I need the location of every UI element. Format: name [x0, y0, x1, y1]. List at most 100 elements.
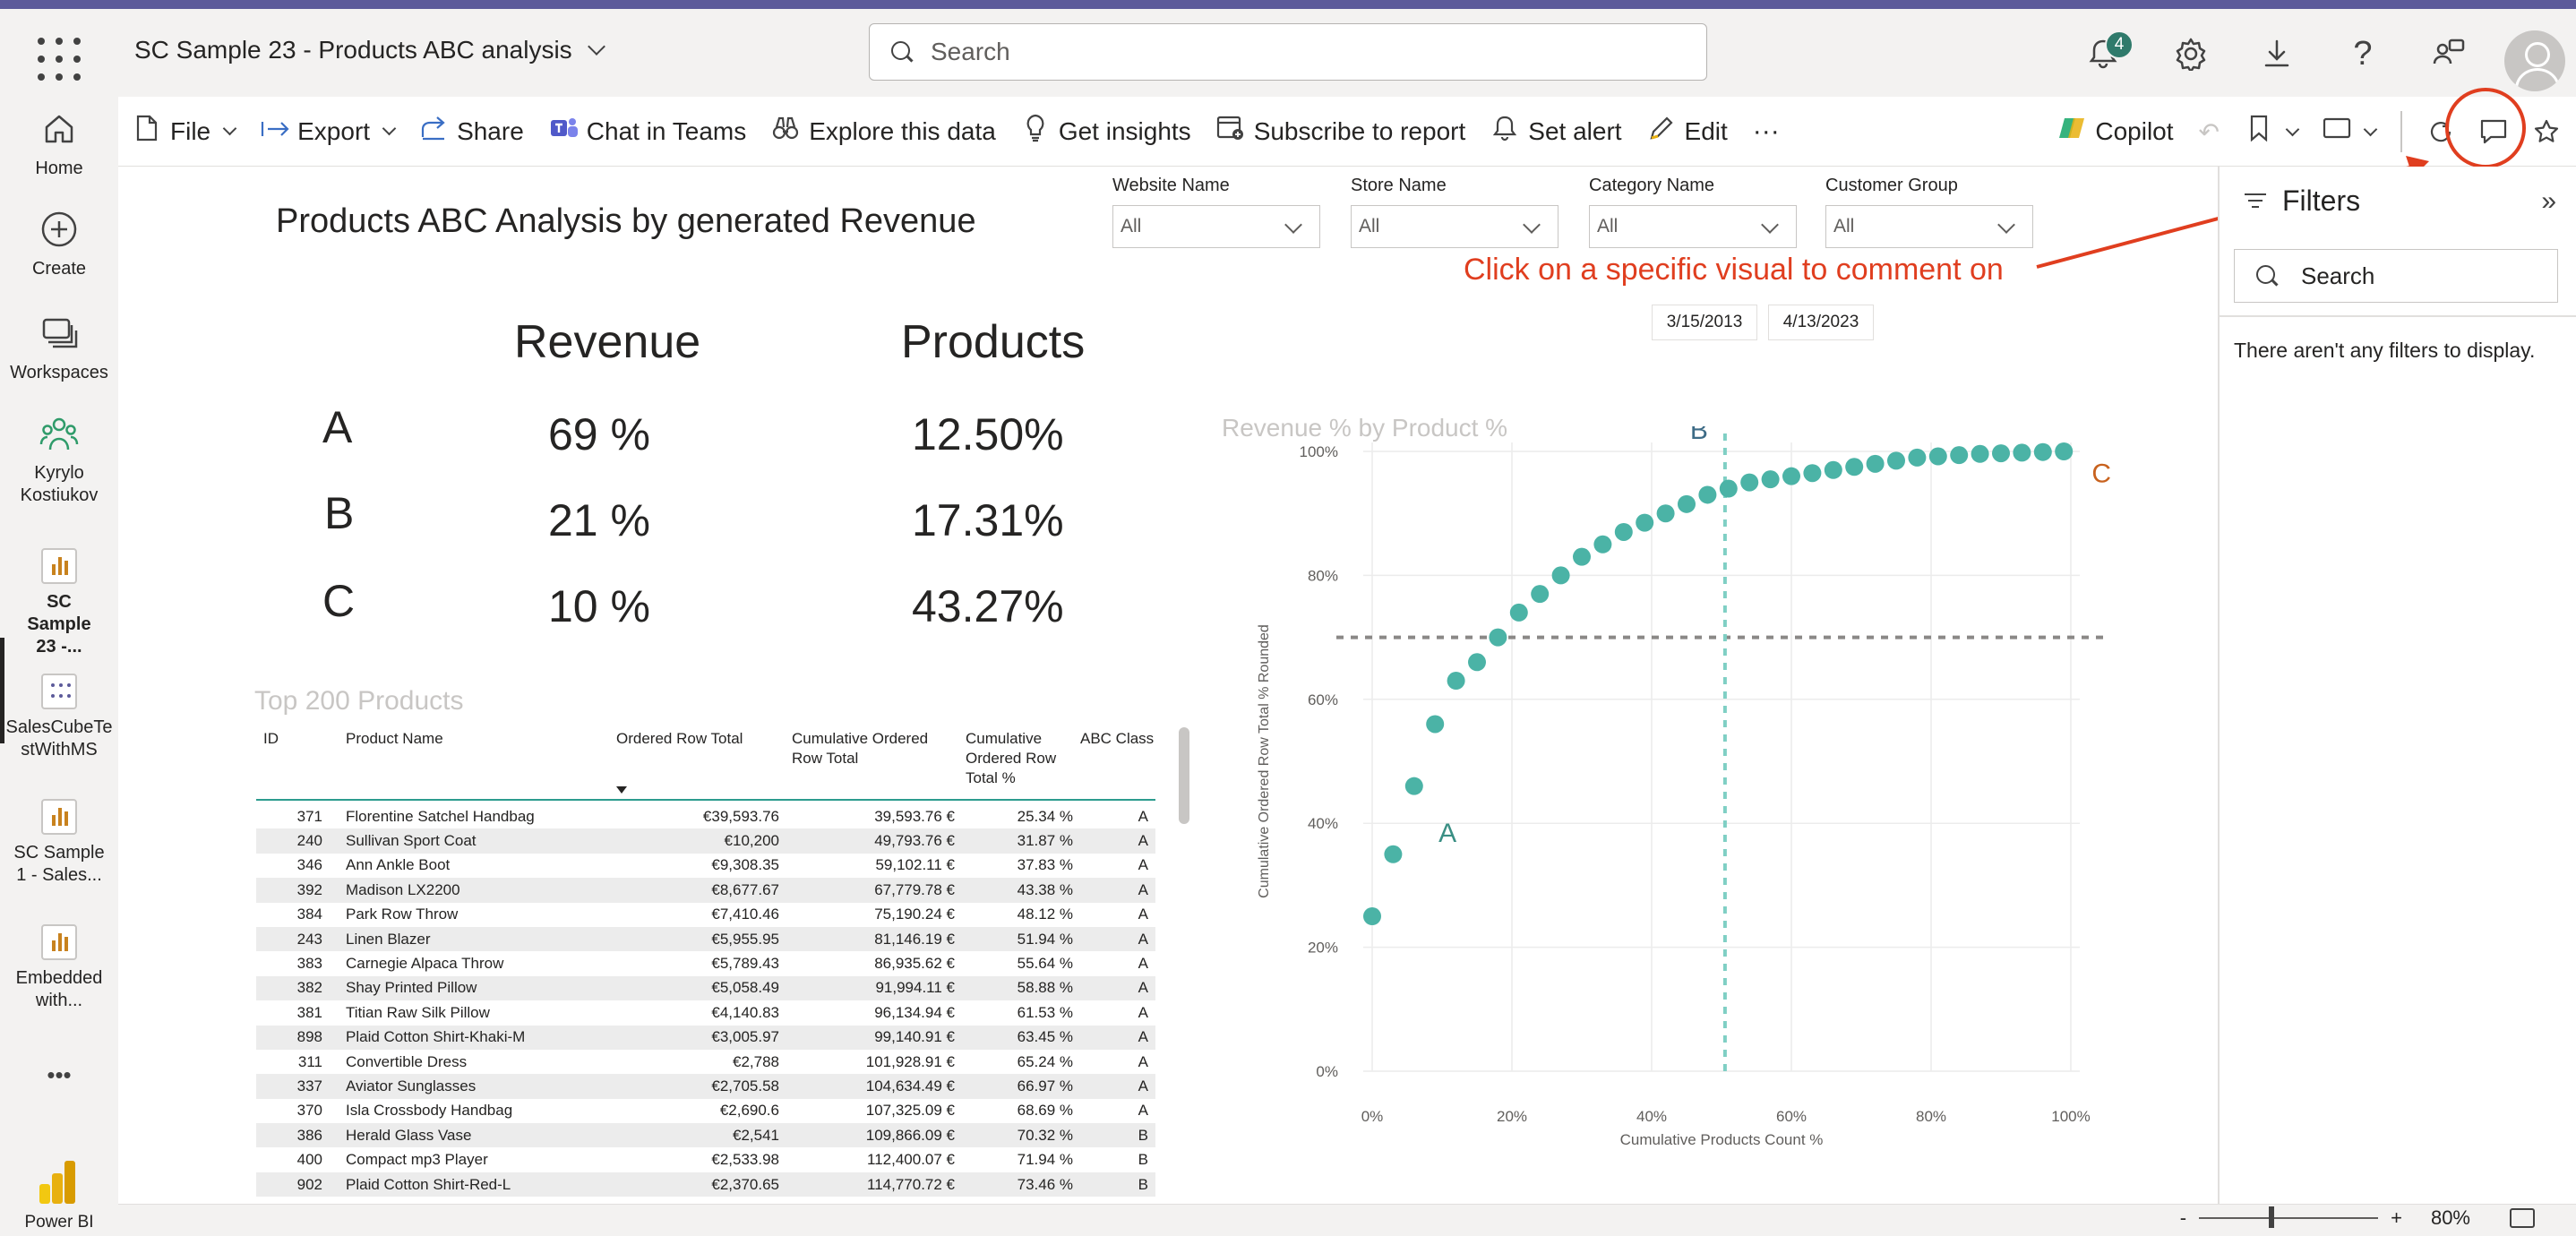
data-point[interactable] — [2033, 442, 2052, 461]
nav-item-create[interactable]: Create — [0, 208, 118, 280]
gear-icon[interactable] — [2171, 34, 2211, 73]
copilot-button[interactable]: Copilot — [2045, 97, 2185, 167]
nav-item-salescube[interactable]: SalesCubeTestWithMS — [0, 674, 118, 761]
table-row[interactable]: 400 Compact mp3 Player €2,533.98 112,400.07… — [256, 1147, 1155, 1172]
zoom-out-button[interactable]: - — [2179, 1206, 2187, 1229]
data-point[interactable] — [1992, 444, 2010, 463]
table-row[interactable]: 902 Plaid Cotton Shirt-Red-L €2,370.65 114,… — [256, 1172, 1155, 1197]
slicer-dropdown[interactable]: All — [1825, 205, 2033, 248]
data-point[interactable] — [1908, 448, 1927, 467]
table-scrollbar[interactable] — [1179, 727, 1189, 824]
date-end-input[interactable]: 4/13/2023 — [1768, 305, 1874, 340]
star-icon[interactable] — [2520, 97, 2576, 167]
column-header-product-name[interactable]: Product Name — [346, 730, 443, 747]
view-menu[interactable] — [2310, 97, 2388, 167]
data-point[interactable] — [1761, 470, 1780, 489]
nav-more-button[interactable]: ••• — [47, 1061, 72, 1088]
global-search[interactable] — [869, 23, 1707, 81]
fit-to-page-icon[interactable] — [2510, 1208, 2535, 1228]
more-options-button[interactable]: ··· — [1752, 116, 1780, 146]
table-row[interactable]: 243 Linen Blazer €5,955.95 81,146.19 € 51.94… — [256, 926, 1155, 952]
data-point[interactable] — [1824, 460, 1842, 479]
column-header-id[interactable]: ID — [263, 730, 279, 747]
nav-item-sc-sample-23[interactable]: SC Sample 23 -... — [0, 548, 118, 658]
column-header-cumulative-pct[interactable]: Cumulative Ordered Row Total % — [966, 729, 1056, 788]
table-row[interactable]: 383 Carnegie Alpaca Throw €5,789.43 86,935.… — [256, 951, 1155, 975]
zoom-slider[interactable] — [2199, 1206, 2379, 1228]
table-row[interactable]: 392 Madison LX2200 €8,677.67 67,779.78 € 43.… — [256, 878, 1155, 903]
people-feedback-icon[interactable] — [2429, 34, 2469, 73]
subscribe-button[interactable]: Subscribe to report — [1204, 97, 1479, 167]
column-header-ordered-row-total[interactable]: Ordered Row Total — [616, 730, 743, 747]
data-point[interactable] — [1468, 653, 1486, 672]
file-menu[interactable]: File — [118, 97, 247, 167]
report-name-dropdown[interactable]: SC Sample 23 - Products ABC analysis — [134, 36, 605, 64]
data-point[interactable] — [1531, 585, 1550, 604]
data-point[interactable] — [1678, 494, 1696, 513]
slicer-dropdown[interactable]: All — [1589, 205, 1797, 248]
data-point[interactable] — [1614, 522, 1633, 541]
question-icon[interactable]: ? — [2353, 34, 2373, 73]
data-point[interactable] — [1845, 458, 1864, 476]
data-point[interactable] — [1636, 513, 1654, 532]
data-point[interactable] — [1551, 566, 1570, 585]
table-row[interactable]: 337 Aviator Sunglasses €2,705.58 104,634.49… — [256, 1074, 1155, 1099]
download-icon[interactable] — [2257, 34, 2297, 73]
explore-data-button[interactable]: Explore this data — [759, 97, 1009, 167]
table-row[interactable]: 240 Sullivan Sport Coat €10,200 49,793.76 €… — [256, 828, 1155, 854]
search-input[interactable] — [931, 38, 1647, 66]
scatter-chart[interactable]: 0% 20% 40% 60% 80% 100% 0% 20% 40% 60% 80% 100% Cumu… — [1193, 426, 2214, 1197]
avatar[interactable] — [2504, 30, 2565, 91]
edit-button[interactable]: Edit — [1635, 97, 1740, 167]
waffle-icon[interactable] — [38, 38, 81, 81]
data-point[interactable] — [1782, 467, 1800, 485]
table-row[interactable]: 346 Ann Ankle Boot €9,308.35 59,102.11 € 37.… — [256, 854, 1155, 878]
share-button[interactable]: Share — [407, 97, 537, 167]
export-menu[interactable]: Export — [247, 97, 407, 167]
data-point[interactable] — [1656, 504, 1675, 523]
date-start-input[interactable]: 3/15/2013 — [1652, 305, 1757, 340]
data-point[interactable] — [1509, 603, 1528, 622]
table-row[interactable]: 382 Shay Printed Pillow €5,058.49 91,994.11… — [256, 975, 1155, 1001]
data-point[interactable] — [1866, 454, 1885, 473]
data-point[interactable] — [1426, 715, 1445, 734]
nav-item-embedded[interactable]: Embedded with... — [0, 924, 118, 1012]
zoom-in-button[interactable]: + — [2391, 1206, 2402, 1229]
data-point[interactable] — [1363, 907, 1381, 925]
table-row[interactable]: 384 Park Row Throw €7,410.46 75,190.24 € 48.… — [256, 903, 1155, 927]
sort-descending-icon[interactable] — [616, 786, 627, 794]
data-point[interactable] — [2013, 443, 2031, 462]
slicer-dropdown[interactable]: All — [1351, 205, 1558, 248]
table-row[interactable]: 371 Florentine Satchel Handbag €39,593.76 3… — [256, 804, 1155, 828]
data-point[interactable] — [1740, 473, 1759, 492]
filters-search[interactable]: Search — [2234, 249, 2558, 303]
collapse-pane-icon[interactable]: » — [2541, 186, 2556, 216]
data-point[interactable] — [1887, 451, 1905, 470]
table-row[interactable]: 381 Titian Raw Silk Pillow €4,140.83 96,134… — [256, 1000, 1155, 1025]
data-point[interactable] — [1593, 535, 1612, 554]
nav-item-sc-sample-1[interactable]: SC Sample 1 - Sales... — [0, 799, 118, 887]
data-point[interactable] — [1384, 845, 1403, 863]
column-header-cumulative-total[interactable]: Cumulative Ordered Row Total — [792, 729, 928, 768]
get-insights-button[interactable]: Get insights — [1009, 97, 1204, 167]
table-row[interactable]: 386 Herald Glass Vase €2,541 109,866.09 € 70… — [256, 1123, 1155, 1148]
nav-item-workspace-kyrylo[interactable]: Kyrylo Kostiukov — [0, 412, 118, 507]
data-point[interactable] — [2055, 442, 2074, 460]
nav-item-home[interactable]: Home — [0, 107, 118, 180]
column-header-abc-class[interactable]: ABC Class — [1080, 730, 1155, 747]
table-row[interactable]: 311 Convertible Dress €2,788 101,928.91 € 65… — [256, 1050, 1155, 1074]
data-point[interactable] — [1698, 485, 1717, 504]
set-alert-button[interactable]: Set alert — [1478, 97, 1634, 167]
undo-icon[interactable]: ↶ — [2198, 117, 2220, 146]
table-row[interactable]: 898 Plaid Cotton Shirt-Khaki-M €3,005.97 99… — [256, 1025, 1155, 1050]
bookmark-menu[interactable] — [2232, 97, 2310, 167]
slicer-dropdown[interactable]: All — [1112, 205, 1320, 248]
data-point[interactable] — [1447, 672, 1465, 691]
data-point[interactable] — [1573, 547, 1591, 566]
data-point[interactable] — [1404, 777, 1423, 795]
data-point[interactable] — [1803, 464, 1822, 483]
nav-item-workspaces[interactable]: Workspaces — [0, 312, 118, 384]
data-point[interactable] — [1719, 479, 1738, 498]
table-row[interactable]: 370 Isla Crossbody Handbag €2,690.6 107,325… — [256, 1099, 1155, 1123]
data-point[interactable] — [1489, 628, 1507, 647]
